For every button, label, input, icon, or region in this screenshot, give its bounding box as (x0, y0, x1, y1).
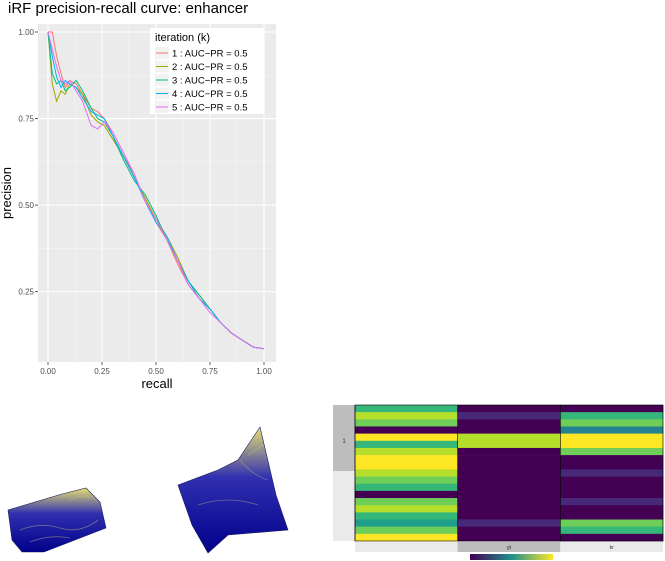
heatmap-cell (457, 519, 561, 527)
legend-entry: 5 : AUC−PR = 0.5 (172, 103, 248, 114)
heatmap-cell (355, 512, 458, 520)
heatmap-cell (457, 412, 561, 420)
heatmap-cell (457, 426, 561, 434)
surface-plot-1 (7, 487, 107, 553)
legend-entry: 1 : AUC−PR = 0.5 (172, 49, 248, 60)
heatmap-cell (457, 533, 561, 542)
heatmap-cell (355, 490, 458, 499)
x-tick-label: 0.75 (202, 367, 218, 376)
heatmap-cell (560, 512, 664, 520)
y-tick-label: 0.25 (18, 288, 34, 297)
heatmap-cell (560, 490, 664, 499)
heatmap-cell (560, 483, 664, 492)
surface-contour (197, 499, 259, 506)
legend-title: iteration (k) (155, 32, 210, 44)
heatmap-cell (457, 483, 561, 492)
heatmap-cell (560, 433, 664, 442)
legend-entry: 3 : AUC−PR = 0.5 (172, 76, 248, 87)
column-strip (355, 542, 458, 552)
heatmap-cell (457, 433, 561, 442)
heatmap-cell (560, 440, 664, 449)
x-tick-label: 0.00 (40, 367, 56, 376)
heatmap-cell (355, 405, 458, 413)
heatmap-cell (355, 533, 458, 542)
row-strip-2 (333, 471, 355, 541)
heatmap-cell (355, 462, 458, 470)
heatmap-cell (457, 526, 561, 535)
x-tick-label: 0.25 (94, 367, 110, 376)
heatmap-cell (560, 412, 664, 420)
y-tick-label: 1.00 (18, 28, 34, 37)
heatmap-cell (457, 440, 561, 449)
heatmap-cell (355, 412, 458, 420)
heatmap-cell (560, 476, 664, 485)
heatmap-cell (560, 447, 664, 456)
x-tick-label: 1.00 (256, 367, 272, 376)
legend-entry: 2 : AUC−PR = 0.5 (172, 62, 248, 73)
surface-contour (69, 496, 91, 501)
heatmap-cell (560, 526, 664, 535)
surface-contour (247, 444, 264, 456)
column-label: gt (507, 545, 512, 551)
heatmap-cell (457, 462, 561, 470)
heatmap-cell (560, 462, 664, 470)
surface-contour (19, 519, 99, 531)
heatmap-border (354, 404, 664, 542)
heatmap-cell (355, 426, 458, 434)
row-strip-1 (333, 405, 355, 471)
x-axis-label: recall (141, 376, 172, 390)
heatmap-cell (355, 469, 458, 477)
heatmap-cell (560, 533, 664, 542)
surface-contour (29, 536, 71, 543)
heatmap-cell (355, 440, 458, 449)
y-axis-label: precision (0, 167, 14, 219)
precision-recall-chart: 0.00 0.25 0.50 0.75 1.00 0.25 0.50 0.75 1.00 reca… (0, 24, 276, 390)
heatmap-cell (457, 498, 561, 506)
heatmap-cell (355, 526, 458, 535)
column-label: kr (610, 545, 615, 551)
heatmap-cell (457, 505, 561, 513)
heatmap-cell (560, 505, 664, 513)
series-line-5 (47, 31, 265, 350)
column-strip (457, 542, 561, 552)
heatmap-cell (457, 447, 561, 456)
heatmap-cell (355, 483, 458, 492)
heatmap-cell (560, 426, 664, 434)
heatmap-cell (457, 490, 561, 499)
heatmap-cell (560, 419, 664, 427)
y-tick-label: 0.75 (18, 115, 34, 124)
surface-mesh (177, 426, 289, 554)
heatmap: 1 gt kr (333, 403, 665, 561)
chart-title: iRF precision-recall curve: enhancer (8, 0, 249, 17)
heatmap-cell (457, 476, 561, 485)
row-label: 1 (342, 439, 346, 445)
heatmap-cell (560, 498, 664, 506)
heatmap-cell (355, 519, 458, 527)
heatmap-cell (457, 469, 561, 477)
heatmap-cell (355, 505, 458, 513)
heatmap-cell (355, 455, 458, 463)
heatmap-cell (560, 455, 664, 463)
heatmap-cell (355, 498, 458, 506)
heatmap-cell (355, 476, 458, 485)
heatmap-cell (560, 405, 664, 413)
column-strip (560, 542, 663, 552)
heatmap-cell (355, 433, 458, 442)
surface-plot-2 (177, 426, 289, 554)
heatmap-cell (457, 405, 561, 413)
y-tick-label: 0.50 (18, 201, 34, 210)
heatmap-cell (457, 455, 561, 463)
surface-mesh (7, 487, 107, 553)
heatmap-cell (457, 512, 561, 520)
legend-entry: 4 : AUC−PR = 0.5 (172, 89, 248, 100)
colorbar (470, 554, 553, 560)
heatmap-cell (560, 519, 664, 527)
heatmap-cell (560, 469, 664, 477)
heatmap-cell (457, 419, 561, 427)
heatmap-cell (355, 419, 458, 427)
surface-contour (239, 459, 269, 481)
heatmap-cell (355, 447, 458, 456)
x-tick-label: 0.50 (148, 367, 164, 376)
